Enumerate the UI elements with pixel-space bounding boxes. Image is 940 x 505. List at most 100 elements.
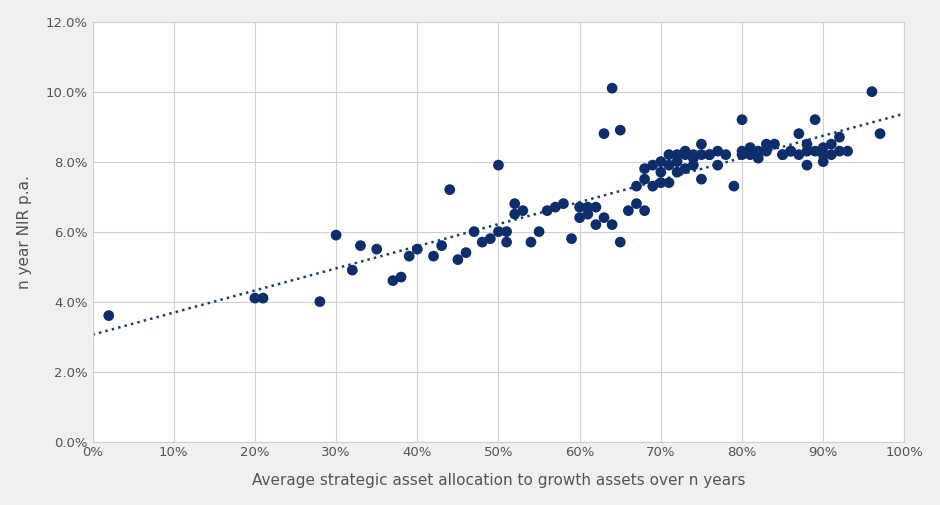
Point (767, 140, 782, 148)
Point (312, 297, 327, 306)
Point (718, 150, 733, 159)
Point (678, 165, 693, 173)
Point (597, 214, 612, 222)
Point (678, 150, 693, 159)
Point (499, 228, 514, 236)
Point (102, 312, 117, 320)
Point (410, 245, 425, 253)
Point (540, 207, 555, 215)
Point (385, 277, 400, 285)
Point (442, 186, 457, 194)
Point (645, 182, 660, 190)
Point (823, 150, 838, 159)
Point (759, 140, 774, 148)
Point (840, 147, 855, 155)
Point (823, 140, 838, 148)
Point (783, 147, 798, 155)
Point (653, 158, 668, 166)
Point (508, 210, 523, 218)
Point (604, 221, 619, 229)
Point (572, 203, 588, 211)
Point (459, 248, 474, 257)
Point (694, 175, 709, 183)
Point (832, 133, 847, 141)
Y-axis label: n year NIR p.a.: n year NIR p.a. (17, 175, 32, 288)
Point (710, 147, 725, 155)
Point (401, 252, 416, 260)
Point (816, 158, 831, 166)
Point (483, 235, 498, 243)
Point (434, 241, 449, 249)
Point (491, 228, 506, 236)
Point (580, 203, 595, 211)
Point (466, 228, 481, 236)
Point (727, 182, 742, 190)
Point (662, 161, 677, 169)
Point (799, 140, 814, 148)
Point (556, 199, 571, 208)
Point (515, 207, 530, 215)
Point (694, 140, 709, 148)
Point (588, 221, 603, 229)
Point (669, 158, 684, 166)
Point (816, 150, 831, 159)
Point (491, 161, 506, 169)
Point (816, 143, 831, 152)
Point (669, 168, 684, 176)
Point (662, 150, 677, 159)
Point (734, 150, 749, 159)
Point (369, 245, 384, 253)
Point (669, 150, 684, 159)
Point (588, 203, 603, 211)
Point (247, 294, 262, 302)
Point (352, 241, 368, 249)
Point (394, 273, 409, 281)
Point (791, 130, 807, 138)
Point (524, 238, 539, 246)
Point (807, 116, 822, 124)
Point (865, 87, 880, 95)
Point (613, 238, 628, 246)
Point (637, 207, 652, 215)
Point (743, 150, 758, 159)
Point (604, 84, 619, 92)
Point (508, 199, 523, 208)
Point (580, 210, 595, 218)
X-axis label: Average strategic asset allocation to growth assets over n years: Average strategic asset allocation to gr… (252, 473, 745, 488)
Point (499, 238, 514, 246)
Point (329, 231, 344, 239)
Point (694, 150, 709, 159)
Point (759, 147, 774, 155)
Point (548, 203, 563, 211)
Point (450, 256, 465, 264)
Point (620, 207, 635, 215)
Point (686, 150, 701, 159)
Point (799, 147, 814, 155)
Point (426, 252, 441, 260)
Point (475, 238, 490, 246)
Point (572, 214, 588, 222)
Point (531, 228, 546, 236)
Point (637, 175, 652, 183)
Point (345, 266, 360, 274)
Point (710, 161, 725, 169)
Point (629, 182, 644, 190)
Point (637, 165, 652, 173)
Point (645, 161, 660, 169)
Point (653, 168, 668, 176)
Point (743, 143, 758, 152)
Point (799, 161, 814, 169)
Point (776, 150, 791, 159)
Point (734, 147, 749, 155)
Point (662, 179, 677, 187)
Point (678, 147, 693, 155)
Point (872, 130, 887, 138)
Point (702, 150, 717, 159)
Point (702, 150, 717, 159)
Point (751, 154, 766, 162)
Point (791, 150, 807, 159)
Point (686, 161, 701, 169)
Point (564, 235, 579, 243)
Point (256, 294, 271, 302)
Point (776, 150, 791, 159)
